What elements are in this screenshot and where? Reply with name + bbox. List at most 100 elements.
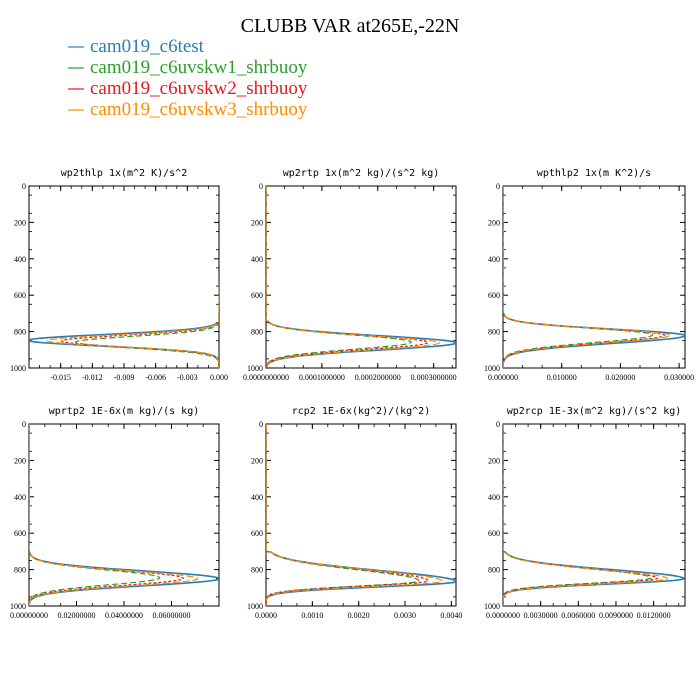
x-tick-label: 0.0060000 [561, 611, 595, 620]
chart-panel: rcp2 1E-6x(kg^2)/(kg^2) 0 200 400 600 800 1000… [247, 406, 462, 620]
legend-entry: cam019_c6test [90, 36, 205, 57]
x-tick-label: 0.0020 [348, 611, 370, 620]
x-tick-label: 0.0120000 [637, 611, 671, 620]
x-tick-label: 0.0000000000 [243, 373, 289, 382]
plot-frame [265, 423, 457, 607]
series-line [266, 424, 456, 606]
y-tick-label: 1000 [247, 602, 263, 611]
series-line [266, 424, 420, 606]
series-line [503, 424, 685, 606]
chart-panel: wprtp2 1E-6x(m kg)/(s kg) 0 200 400 600 800 10… [10, 406, 220, 620]
x-tick-label: 0.0010 [301, 611, 323, 620]
x-tick-label: -0.006 [145, 373, 166, 382]
chart-panel: wpthlp2 1x(m K^2)/s 0 200 400 600 800 10000.00… [484, 168, 694, 382]
plot-frame [28, 185, 220, 369]
panel-title: rcp2 1E-6x(kg^2)/(kg^2) [292, 406, 430, 417]
y-tick-label: 200 [251, 456, 263, 465]
y-tick-label: 0 [22, 420, 26, 429]
series-line [75, 283, 219, 368]
y-tick-label: 600 [251, 529, 263, 538]
y-tick-label: 200 [251, 218, 263, 227]
y-tick-label: 800 [488, 328, 500, 337]
y-tick-label: 400 [14, 493, 26, 502]
y-tick-label: 1000 [10, 602, 26, 611]
x-tick-label: 0.0030 [394, 611, 416, 620]
y-tick-label: 800 [251, 328, 263, 337]
x-tick-label: 0.0040 [440, 611, 462, 620]
plot-frame [265, 185, 457, 369]
series-line [60, 283, 219, 368]
x-tick-label: 0.030000 [664, 373, 694, 382]
x-tick-label: 0.0001000000 [299, 373, 345, 382]
y-tick-label: 600 [251, 291, 263, 300]
y-tick-label: 0 [496, 420, 500, 429]
x-tick-label: 0.010000 [547, 373, 577, 382]
x-tick-label: 0.0003000000 [411, 373, 457, 382]
series-line [29, 424, 199, 606]
chart-panel: wp2thlp 1x(m^2 K)/s^2 0 200 400 600 800 1000 -0… [10, 168, 228, 382]
x-tick-label: 0.04000000 [105, 611, 143, 620]
y-tick-label: 400 [14, 255, 26, 264]
x-tick-label: -0.003 [177, 373, 198, 382]
legend-entry: cam019_c6uvskw2_shrbuoy [90, 78, 308, 99]
series-line [29, 424, 185, 606]
y-tick-label: 0 [22, 182, 26, 191]
y-tick-label: 1000 [247, 364, 263, 373]
y-tick-label: 400 [251, 255, 263, 264]
panel-title: wp2rtp 1x(m^2 kg)/(s^2 kg) [283, 168, 440, 179]
series-line [29, 270, 219, 368]
x-tick-label: 0.0090000 [599, 611, 633, 620]
y-tick-label: 0 [259, 420, 263, 429]
y-tick-label: 600 [14, 529, 26, 538]
y-tick-label: 200 [488, 456, 500, 465]
y-tick-label: 800 [488, 566, 500, 575]
y-tick-label: 0 [259, 182, 263, 191]
y-tick-label: 0 [496, 182, 500, 191]
x-tick-label: 0.02000000 [58, 611, 96, 620]
x-tick-label: 0.0030000 [524, 611, 558, 620]
x-tick-label: -0.012 [82, 373, 103, 382]
series-line [29, 424, 161, 606]
series-line [266, 186, 412, 368]
chart-panel: wp2rtp 1x(m^2 kg)/(s^2 kg) 0 200 400 600 800 1… [243, 168, 457, 382]
panel-title: wprtp2 1E-6x(m kg)/(s kg) [49, 406, 200, 417]
legend-entry: cam019_c6uvskw3_shrbuoy [90, 99, 308, 120]
panels: wp2thlp 1x(m^2 K)/s^2 0 200 400 600 800 1000 -0… [10, 168, 694, 620]
y-tick-label: 400 [251, 493, 263, 502]
x-tick-label: 0.000 [210, 373, 228, 382]
legend: cam019_c6testcam019_c6uvskw1_shrbuoycam0… [68, 36, 308, 120]
y-tick-label: 800 [14, 328, 26, 337]
panel-title: wp2rcp 1E-3x(m^2 kg)/(s^2 kg) [507, 406, 682, 417]
series-line [503, 424, 669, 606]
y-tick-label: 1000 [10, 364, 26, 373]
x-tick-label: 0.06000000 [153, 611, 191, 620]
series-line [503, 186, 685, 368]
panel-title: wpthlp2 1x(m K^2)/s [537, 168, 651, 179]
x-tick-label: -0.009 [114, 373, 135, 382]
y-tick-label: 600 [14, 291, 26, 300]
series-line [266, 186, 440, 368]
series-line [503, 186, 654, 368]
y-tick-label: 1000 [484, 602, 500, 611]
legend-entry: cam019_c6uvskw1_shrbuoy [90, 57, 308, 78]
series-line [46, 283, 219, 368]
y-tick-label: 600 [488, 529, 500, 538]
y-tick-label: 200 [14, 218, 26, 227]
y-tick-label: 400 [488, 255, 500, 264]
y-tick-label: 600 [488, 291, 500, 300]
x-tick-label: 0.0000 [255, 611, 277, 620]
series-line [503, 424, 659, 606]
x-tick-label: 0.000000 [488, 373, 518, 382]
series-line [266, 186, 456, 368]
y-tick-label: 800 [14, 566, 26, 575]
series-line [266, 424, 443, 606]
chart-panel: wp2rcp 1E-3x(m^2 kg)/(s^2 kg) 0 200 400 600 8… [484, 406, 686, 620]
series-line [266, 186, 429, 368]
x-tick-label: 0.00000000 [10, 611, 48, 620]
panel-title: wp2thlp 1x(m^2 K)/s^2 [61, 168, 187, 179]
x-tick-label: 0.0002000000 [355, 373, 401, 382]
main-title: CLUBB VAR at265E,-22N [241, 15, 460, 37]
x-tick-label: 0.0000000 [486, 611, 520, 620]
y-tick-label: 1000 [484, 364, 500, 373]
